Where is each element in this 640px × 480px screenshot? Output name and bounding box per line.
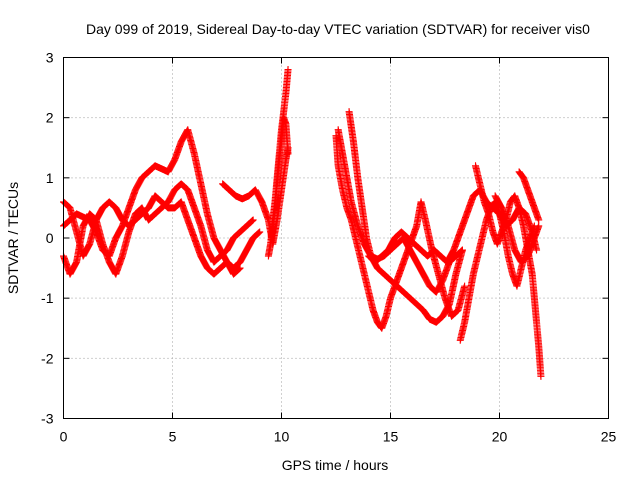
x-axis-label: GPS time / hours <box>282 457 389 473</box>
y-axis-label: SDTVAR / TECUs <box>5 182 21 294</box>
y-tick-label: 3 <box>46 50 54 66</box>
y-tick-label: -1 <box>41 290 54 306</box>
x-tick-label: 5 <box>169 429 177 445</box>
grid-lines <box>63 57 609 419</box>
series-trace-6 <box>269 114 292 236</box>
series-trace-1 <box>60 180 257 278</box>
data-point-marker <box>248 217 256 225</box>
series-trace-2 <box>60 126 264 272</box>
data-point-marker <box>254 229 262 237</box>
x-tick-label: 10 <box>274 429 290 445</box>
data-point-marker <box>249 217 257 225</box>
y-tick-label: 1 <box>46 170 54 186</box>
data-point-marker <box>284 150 292 158</box>
y-tick-label: 2 <box>46 110 54 126</box>
y-tick-label: -2 <box>41 350 54 366</box>
x-tick-label: 15 <box>383 429 399 445</box>
chart-title: Day 099 of 2019, Sidereal Day-to-day VTE… <box>86 21 590 37</box>
data-point-marker <box>249 216 257 224</box>
x-tick-label: 0 <box>60 429 68 445</box>
data-point-marker <box>255 229 263 237</box>
data-point-marker <box>458 247 466 255</box>
data-point-marker <box>236 264 244 272</box>
x-tick-label: 25 <box>601 429 617 445</box>
data-point-marker <box>461 282 469 290</box>
series-trace-3 <box>60 192 244 278</box>
data-points <box>60 66 545 380</box>
x-tick-label: 20 <box>492 429 508 445</box>
data-point-marker <box>457 247 465 255</box>
data-point-marker <box>284 66 292 74</box>
data-point-marker <box>458 246 466 254</box>
data-point-marker <box>256 228 264 236</box>
y-tick-label: 0 <box>46 230 54 246</box>
series-trace-8 <box>345 108 466 326</box>
data-point-marker <box>235 265 243 273</box>
y-tick-label: -3 <box>41 411 54 427</box>
data-point-marker <box>235 265 243 273</box>
